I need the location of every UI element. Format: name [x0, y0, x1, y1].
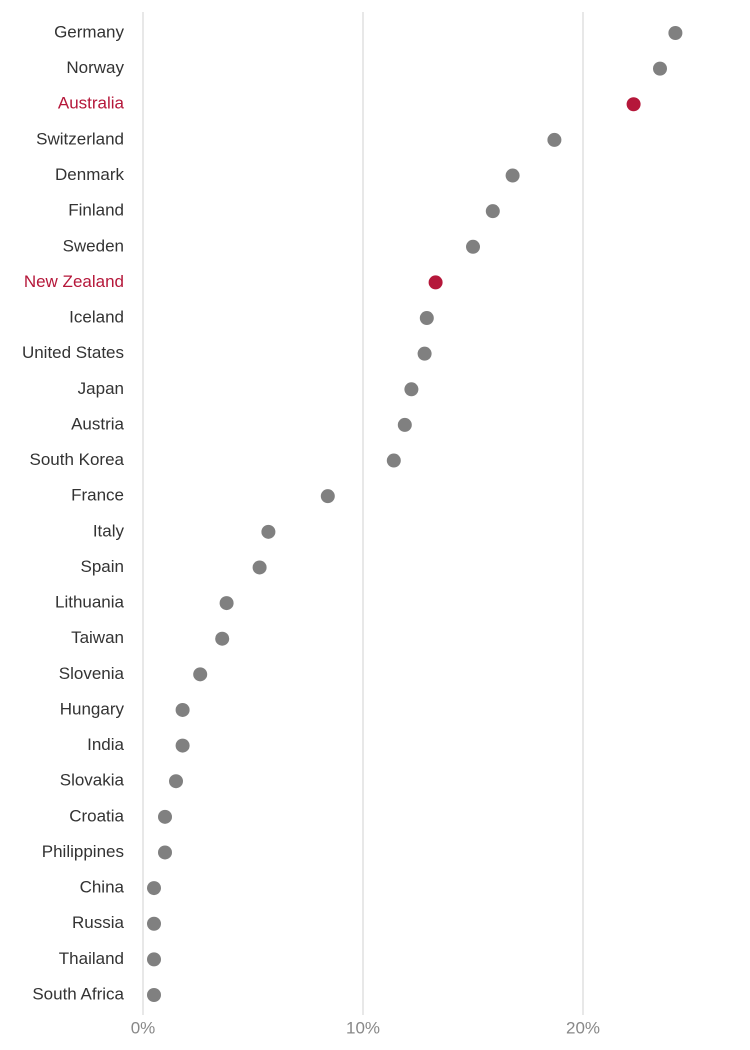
- dot: [169, 774, 183, 789]
- y-tick-label: Thailand: [59, 949, 124, 968]
- dot: [219, 596, 234, 611]
- y-tick-label: Lithuania: [55, 593, 125, 612]
- dot: [252, 560, 267, 575]
- y-tick-label: Norway: [66, 58, 124, 77]
- dot: [419, 311, 434, 326]
- dot: [215, 631, 230, 646]
- y-tick-label: Croatia: [69, 806, 124, 825]
- dot: [147, 988, 161, 1002]
- dot: [404, 382, 419, 397]
- dot: [261, 524, 276, 539]
- y-tick-label: Philippines: [42, 842, 124, 861]
- x-tick-label: 20%: [566, 1018, 600, 1037]
- y-tick-label: Germany: [54, 22, 124, 41]
- y-tick-label: Iceland: [69, 308, 124, 327]
- dot: [386, 453, 401, 468]
- x-tick-label: 10%: [346, 1018, 380, 1037]
- y-tick-label: Switzerland: [36, 129, 124, 148]
- y-tick-label: South Korea: [29, 450, 124, 469]
- dot: [158, 809, 172, 824]
- y-tick-label: Japan: [78, 379, 124, 398]
- y-tick-label: Russia: [72, 913, 125, 932]
- y-tick-label: Austria: [71, 414, 124, 433]
- dot: [147, 916, 161, 931]
- dot: [320, 489, 335, 504]
- dot: [653, 61, 667, 76]
- dot: [626, 97, 641, 112]
- y-tick-label: Taiwan: [71, 628, 124, 647]
- y-tick-label: Slovakia: [60, 771, 125, 790]
- dot: [158, 845, 172, 860]
- y-tick-label: South Africa: [32, 984, 124, 1003]
- y-tick-label: Slovenia: [59, 664, 125, 683]
- y-tick-label: India: [87, 735, 124, 754]
- y-tick-label: Denmark: [55, 165, 124, 184]
- y-tick-label: United States: [22, 343, 124, 362]
- dot: [147, 952, 161, 967]
- dot: [505, 168, 520, 183]
- y-tick-label: New Zealand: [24, 272, 124, 291]
- y-tick-label: Italy: [93, 521, 125, 540]
- y-tick-label: Sweden: [63, 236, 124, 255]
- x-tick-label: 0%: [131, 1018, 156, 1037]
- dot: [466, 239, 480, 254]
- dot: [547, 132, 562, 147]
- dot: [417, 346, 432, 361]
- dot: [485, 204, 500, 219]
- y-tick-label: Spain: [81, 557, 124, 576]
- dot: [175, 738, 190, 753]
- y-tick-label: Australia: [58, 94, 125, 113]
- dot: [397, 417, 412, 432]
- y-tick-label: Finland: [68, 201, 124, 220]
- dot: [193, 667, 208, 682]
- dot: [428, 275, 443, 290]
- dot: [147, 881, 161, 896]
- y-tick-label: China: [80, 878, 125, 897]
- dot: [175, 702, 190, 717]
- dot: [668, 26, 683, 40]
- y-tick-label: Hungary: [60, 699, 125, 718]
- y-tick-label: France: [71, 486, 124, 505]
